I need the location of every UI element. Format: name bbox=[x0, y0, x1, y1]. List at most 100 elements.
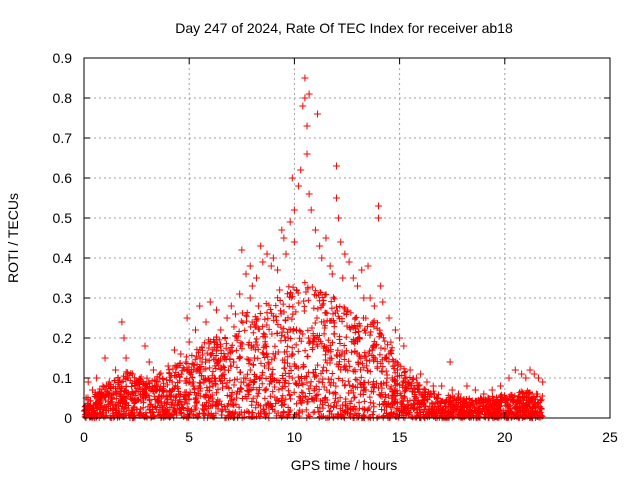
density-point bbox=[315, 378, 322, 385]
density-point bbox=[319, 376, 326, 383]
density-point bbox=[351, 403, 358, 410]
density-point bbox=[231, 382, 238, 389]
density-point bbox=[247, 357, 254, 364]
density-point bbox=[259, 380, 266, 387]
density-point bbox=[183, 380, 190, 387]
density-point bbox=[223, 356, 230, 363]
density-point bbox=[249, 319, 256, 326]
density-point bbox=[162, 409, 169, 416]
density-point bbox=[125, 390, 132, 397]
density-point bbox=[471, 404, 478, 411]
density-point bbox=[238, 318, 245, 325]
density-point bbox=[416, 404, 423, 411]
density-point bbox=[252, 338, 259, 345]
density-point bbox=[317, 338, 324, 345]
density-point bbox=[156, 412, 163, 419]
data-point bbox=[293, 326, 301, 334]
density-point bbox=[410, 376, 417, 383]
density-point bbox=[215, 357, 222, 364]
density-point bbox=[224, 402, 231, 409]
density-point bbox=[244, 355, 251, 362]
data-point bbox=[381, 354, 389, 362]
density-point bbox=[183, 375, 190, 382]
density-point bbox=[397, 363, 404, 370]
density-point bbox=[457, 403, 464, 410]
data-point bbox=[101, 354, 109, 362]
density-point bbox=[161, 402, 168, 409]
data-point bbox=[419, 390, 427, 398]
data-point bbox=[149, 366, 157, 374]
density-point bbox=[529, 397, 536, 404]
density-point bbox=[113, 395, 120, 402]
y-tick-label: 0.3 bbox=[53, 290, 73, 306]
density-point bbox=[409, 404, 416, 411]
density-point bbox=[270, 312, 277, 319]
density-point bbox=[351, 394, 358, 401]
density-point bbox=[357, 381, 364, 388]
density-point bbox=[226, 411, 233, 418]
density-point bbox=[332, 383, 339, 390]
density-point bbox=[453, 405, 460, 412]
density-point bbox=[219, 407, 226, 414]
density-point bbox=[204, 387, 211, 394]
density-point bbox=[262, 411, 269, 418]
data-point bbox=[217, 326, 225, 334]
density-point bbox=[465, 413, 472, 420]
density-point bbox=[305, 334, 312, 341]
density-point bbox=[334, 353, 341, 360]
density-point bbox=[303, 379, 310, 386]
density-point bbox=[255, 410, 262, 417]
density-point bbox=[302, 347, 309, 354]
density-point bbox=[203, 384, 210, 391]
density-point bbox=[189, 360, 196, 367]
density-point bbox=[274, 294, 281, 301]
density-point bbox=[173, 409, 180, 416]
density-point bbox=[249, 409, 256, 416]
density-point bbox=[411, 414, 418, 421]
density-point bbox=[400, 403, 407, 410]
data-point bbox=[229, 358, 237, 366]
density-point bbox=[311, 291, 318, 298]
density-point bbox=[263, 385, 270, 392]
data-point bbox=[185, 338, 193, 346]
density-point bbox=[164, 381, 171, 388]
data-point bbox=[112, 366, 120, 374]
density-point bbox=[348, 398, 355, 405]
data-point bbox=[206, 298, 214, 306]
density-point bbox=[107, 405, 114, 412]
data-point bbox=[429, 382, 437, 390]
density-point bbox=[199, 358, 206, 365]
density-point bbox=[163, 411, 170, 418]
density-point bbox=[300, 363, 307, 370]
density-point bbox=[132, 392, 139, 399]
density-point bbox=[173, 374, 180, 381]
data-point bbox=[314, 110, 322, 118]
density-point bbox=[366, 347, 373, 354]
density-point bbox=[196, 410, 203, 417]
data-point bbox=[534, 374, 542, 382]
density-point bbox=[119, 385, 126, 392]
data-point bbox=[433, 394, 441, 402]
density-point bbox=[318, 370, 325, 377]
density-point bbox=[476, 407, 483, 414]
density-point bbox=[167, 374, 174, 381]
data-point bbox=[135, 378, 143, 386]
density-point bbox=[491, 405, 498, 412]
density-point bbox=[234, 376, 241, 383]
density-point bbox=[424, 396, 431, 403]
data-point bbox=[246, 262, 254, 270]
density-point bbox=[178, 401, 185, 408]
data-point bbox=[330, 330, 338, 338]
data-point bbox=[448, 386, 456, 394]
density-point bbox=[366, 414, 373, 421]
density-point bbox=[379, 363, 386, 370]
density-point bbox=[282, 317, 289, 324]
density-point bbox=[153, 378, 160, 385]
density-point bbox=[278, 332, 285, 339]
density-point bbox=[344, 410, 351, 417]
density-point bbox=[539, 393, 546, 400]
density-point bbox=[289, 344, 296, 351]
density-point bbox=[335, 363, 342, 370]
density-point bbox=[218, 350, 225, 357]
density-point bbox=[228, 396, 235, 403]
